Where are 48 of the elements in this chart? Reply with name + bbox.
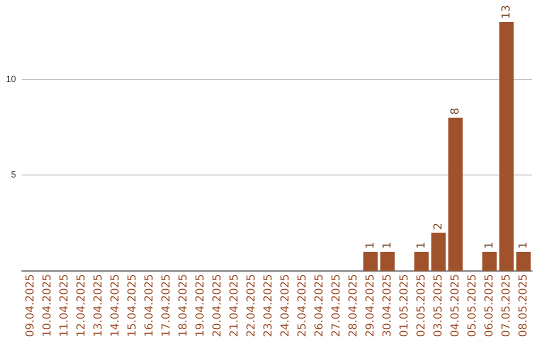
x-tick-label: 06.05.2025 <box>482 274 496 338</box>
x-tick-label: 14.04.2025 <box>108 274 122 338</box>
x-tick-label: 29.04.2025 <box>363 274 376 338</box>
x-tick-label: 01.05.2025 <box>397 274 410 338</box>
x-tick-label: 16.04.2025 <box>142 274 156 338</box>
x-tick-label: 26.04.2025 <box>312 274 326 338</box>
x-tick-label: 13.04.2025 <box>91 274 104 338</box>
x-tick-label: 25.04.2025 <box>295 274 308 338</box>
x-tick-label: 07.05.2025 <box>499 274 512 338</box>
x-tick-label: 04.05.2025 <box>448 274 462 338</box>
bar <box>448 118 463 272</box>
bar <box>380 252 395 272</box>
x-tick-label: 08.05.2025 <box>516 274 530 338</box>
x-tick-label: 11.04.2025 <box>57 274 70 338</box>
x-tick-label: 15.04.2025 <box>125 274 138 338</box>
y-tick-label: 5 <box>10 170 16 180</box>
bar <box>482 252 497 272</box>
bar <box>414 252 429 272</box>
x-tick-label: 19.04.2025 <box>193 274 206 338</box>
data-label: 1 <box>363 242 376 249</box>
bar <box>516 252 531 272</box>
data-label: 1 <box>516 242 530 249</box>
bar <box>363 252 378 272</box>
x-tick-label: 22.04.2025 <box>244 274 258 338</box>
x-tick-label: 28.04.2025 <box>346 274 360 338</box>
x-tick-label: 18.04.2025 <box>176 274 190 338</box>
data-label: 1 <box>380 242 394 249</box>
data-label: 13 <box>499 5 512 19</box>
x-tick-label: 21.04.2025 <box>227 274 240 338</box>
bar <box>431 232 446 272</box>
x-tick-label: 10.04.2025 <box>40 274 54 338</box>
x-tick-label: 03.05.2025 <box>431 274 444 338</box>
bar <box>499 22 514 272</box>
data-label: 8 <box>448 108 462 115</box>
x-tick-label: 12.04.2025 <box>74 274 88 338</box>
x-tick-label: 05.05.2025 <box>465 274 478 338</box>
y-tick-label: 10 <box>6 74 16 84</box>
x-tick-label: 30.04.2025 <box>380 274 394 338</box>
x-tick-label: 20.04.2025 <box>210 274 224 338</box>
data-label: 1 <box>414 242 428 249</box>
data-label: 1 <box>482 242 496 249</box>
data-label: 2 <box>431 222 444 230</box>
x-tick-label: 02.05.2025 <box>414 274 428 338</box>
x-tick-label: 27.04.2025 <box>329 274 342 338</box>
x-tick-label: 23.04.2025 <box>261 274 274 338</box>
x-tick-label: 24.04.2025 <box>278 274 292 338</box>
x-tick-label: 09.04.2025 <box>23 274 36 338</box>
x-tick-label: 17.04.2025 <box>159 274 172 338</box>
